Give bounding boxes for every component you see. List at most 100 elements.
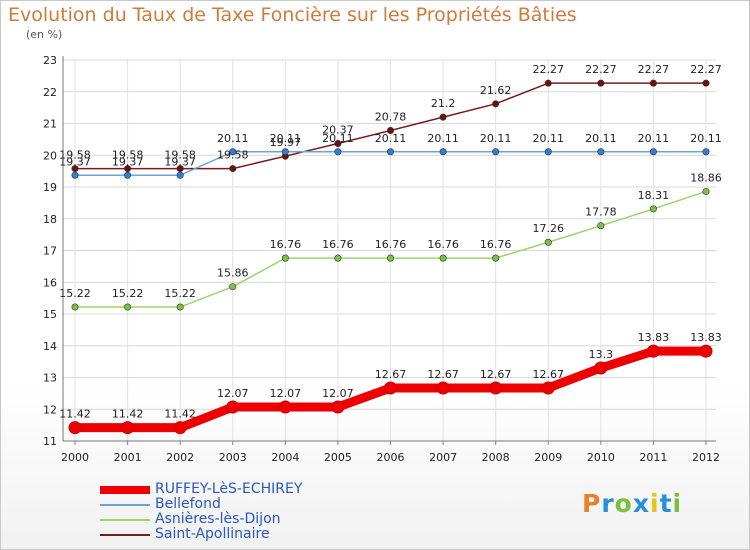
legend-label: Saint-Apollinaire (155, 526, 270, 542)
data-point (68, 421, 82, 435)
data-point (334, 140, 342, 148)
data-point (173, 421, 187, 435)
x-tick-label: 2008 (482, 451, 510, 464)
x-tick-label: 2000 (61, 451, 89, 464)
data-label: 19.37 (112, 155, 144, 168)
y-tick-label: 13 (43, 372, 57, 385)
data-label: 18.31 (638, 189, 670, 202)
y-tick-label: 19 (43, 181, 57, 194)
data-point (71, 303, 79, 311)
data-point (124, 303, 132, 311)
data-label: 20.11 (217, 132, 249, 145)
data-label: 19.58 (59, 149, 91, 162)
data-point (597, 222, 605, 230)
data-point (597, 148, 605, 156)
data-label: 20.78 (375, 110, 407, 123)
chart-title: Evolution du Taux de Taxe Foncière sur l… (8, 4, 577, 26)
data-label: 17.26 (533, 222, 565, 235)
data-point (489, 381, 503, 395)
data-label: 20.11 (322, 132, 354, 145)
data-point (124, 171, 132, 179)
data-point (176, 303, 184, 311)
data-point (121, 421, 135, 435)
x-tick-label: 2009 (534, 451, 562, 464)
data-point (176, 171, 184, 179)
y-tick-label: 11 (43, 435, 57, 448)
data-point (439, 148, 447, 156)
data-point (229, 165, 237, 173)
data-label: 13.3 (589, 348, 614, 361)
data-label: 16.76 (427, 238, 459, 251)
x-tick-label: 2002 (166, 451, 194, 464)
data-point (386, 126, 394, 134)
data-label: 20.11 (480, 132, 512, 145)
data-label: 18.86 (690, 171, 722, 184)
x-tick-label: 2004 (271, 451, 299, 464)
y-tick-label: 20 (43, 149, 57, 162)
data-label: 21.62 (480, 84, 512, 97)
data-label: 20.11 (690, 132, 722, 145)
data-point (71, 171, 79, 179)
data-point (386, 148, 394, 156)
data-label: 15.22 (112, 287, 144, 300)
data-point (544, 238, 552, 246)
x-tick-label: 2006 (377, 451, 405, 464)
data-point (384, 381, 397, 395)
data-point (492, 100, 500, 108)
data-label: 20.11 (270, 132, 302, 145)
data-point (281, 254, 289, 262)
data-label: 12.07 (322, 387, 354, 400)
data-label: 17.78 (585, 206, 617, 219)
legend-swatch (100, 534, 150, 536)
legend-swatch (100, 504, 150, 506)
data-label: 12.67 (427, 368, 459, 381)
data-point (331, 400, 345, 414)
data-label: 11.42 (112, 408, 144, 421)
data-point (699, 344, 713, 358)
data-point (702, 187, 710, 195)
data-label: 19.58 (112, 149, 144, 162)
chart-subtitle: (en %) (26, 28, 63, 41)
data-point (646, 344, 660, 358)
data-label: 22.27 (585, 63, 617, 76)
data-label: 20.11 (585, 132, 617, 145)
data-label: 19.97 (270, 136, 302, 149)
x-tick-label: 2005 (324, 451, 352, 464)
data-point (649, 148, 657, 156)
x-tick-label: 2010 (587, 451, 615, 464)
y-tick-label: 21 (43, 118, 57, 131)
x-tick-label: 2012 (692, 451, 720, 464)
data-point (386, 254, 394, 262)
data-point (594, 361, 608, 375)
legend-label: RUFFEY-LèS-ECHIREY (155, 481, 303, 497)
proxiti-logo: Proxiti (582, 489, 683, 518)
y-tick-label: 14 (43, 340, 57, 353)
data-label: 22.27 (638, 63, 670, 76)
data-point (492, 254, 500, 262)
data-point (544, 79, 552, 87)
data-point (436, 381, 450, 395)
x-tick-label: 2011 (639, 451, 667, 464)
legend-label: Bellefond (155, 496, 221, 512)
data-label: 11.42 (164, 408, 196, 421)
y-tick-label: 15 (43, 308, 57, 321)
data-label: 16.76 (270, 238, 302, 251)
data-point (226, 400, 240, 414)
data-point (439, 254, 447, 262)
y-tick-label: 23 (43, 54, 57, 67)
data-label: 20.11 (638, 132, 670, 145)
data-point (439, 113, 447, 121)
y-tick-label: 12 (43, 403, 57, 416)
data-point (334, 254, 342, 262)
y-tick-label: 18 (43, 213, 57, 226)
data-label: 12.67 (375, 368, 407, 381)
data-label: 20.11 (533, 132, 565, 145)
legend-swatch (100, 519, 150, 521)
data-label: 12.67 (480, 368, 512, 381)
data-label: 16.76 (480, 238, 512, 251)
data-label: 21.2 (431, 97, 456, 110)
data-point (649, 79, 657, 87)
data-label: 19.58 (164, 149, 196, 162)
data-label: 15.86 (217, 267, 249, 280)
